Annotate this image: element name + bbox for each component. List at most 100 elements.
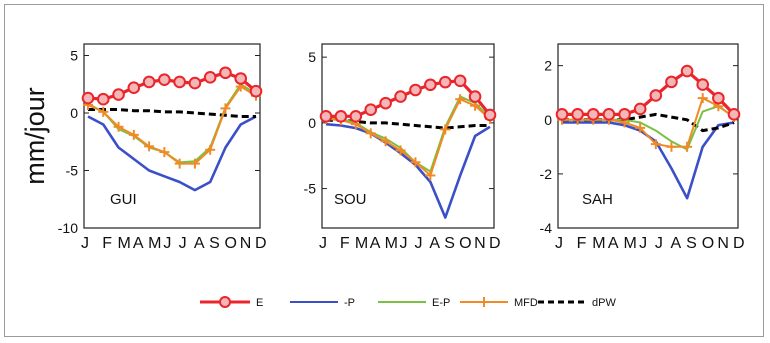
point-e [173,75,186,89]
point-e [234,72,248,85]
x-tick-label: M [148,235,161,252]
point-e [571,108,584,121]
point-e [483,108,497,122]
point-e [618,108,631,121]
y-tick-label: 0 [70,105,78,121]
legend-marker-circle [219,296,231,308]
point-e [127,81,141,94]
point-e [203,71,217,84]
legend-item-1: E [200,296,263,309]
x-tick-label: O [459,235,471,252]
x-tick-label: N [717,235,729,252]
point-e [364,103,378,117]
point-e [319,109,333,123]
point-e [219,66,232,80]
x-tick-label: J [655,235,663,252]
point-e [468,90,482,103]
x-tick-label: D [489,235,501,252]
point-e [409,83,422,97]
legend: E -P E-P MFD dPW [200,296,616,309]
y-tick-label: -2 [540,166,553,182]
plot-frame [83,43,261,229]
legend-label: -P [344,297,355,309]
series-line-dpw [88,108,256,118]
point-e [424,78,437,92]
point-e [438,75,452,89]
x-tick-label: F [102,235,112,252]
legend-item-3: E-P [378,297,450,309]
x-tick-label: J [555,235,563,252]
y-tick-label: 0 [308,115,316,131]
x-tick-label: N [474,235,486,252]
y-tick-label: 2 [544,58,552,74]
point-e [586,108,600,121]
x-tick-label: M [592,235,605,252]
y-tick-label: -5 [66,163,79,179]
legend-label: E-P [432,297,450,309]
plot-frame [321,43,495,229]
x-tick-label: M [355,235,368,252]
point-e [81,91,95,105]
series-line-p-neg-p [562,121,735,200]
panel-title: SAH [582,191,613,208]
legend-label: MFD [514,297,538,309]
point-e [112,88,125,101]
point-e [379,96,392,110]
x-tick-label: S [209,235,220,252]
point-e [142,75,156,89]
x-tick-label: J [179,235,187,252]
x-tick-label: A [608,235,619,252]
legend-item-2: -P [290,297,355,309]
x-tick-label: D [255,235,267,252]
point-e [602,108,616,121]
x-tick-label: O [702,235,714,252]
series-line-ep [325,95,491,173]
x-tick-label: N [240,235,252,252]
point-e [453,74,467,88]
x-tick-label: A [194,235,205,252]
legend-item-5: dPW [538,297,616,309]
panel-title: GUI [110,191,137,208]
y-axis-label: mm/jour [20,87,50,185]
point-e [712,91,725,105]
x-tick-label: J [639,235,647,252]
point-e [349,109,363,123]
x-tick-label: D [733,235,745,252]
x-tick-label: S [686,235,697,252]
x-tick-label: J [414,235,422,252]
x-tick-label: O [224,235,236,252]
point-e [158,73,171,86]
y-tick-label: -10 [58,220,78,236]
point-e [665,75,678,89]
x-tick-label: M [385,235,398,252]
figure-frame [4,4,764,337]
series-line-e [562,69,736,117]
point-e [696,78,710,91]
plot-frame [557,43,739,229]
point-e [394,90,407,103]
x-tick-label: S [444,235,455,252]
legend-label: dPW [592,297,616,309]
legend-item-4: MFD [460,297,538,309]
x-tick-label: A [133,235,144,252]
point-e [249,84,263,98]
x-tick-label: J [400,235,408,252]
x-tick-label: M [624,235,637,252]
y-tick-label: 5 [308,49,316,65]
series-line-p-neg-p [325,122,491,219]
point-e [727,108,741,121]
x-tick-label: A [429,235,440,252]
legend-label: E [256,297,263,309]
point-e [633,102,647,116]
series-line-mfd [87,85,257,165]
point-e [680,64,694,78]
point-e [188,76,202,90]
y-tick-label: -4 [540,220,553,236]
